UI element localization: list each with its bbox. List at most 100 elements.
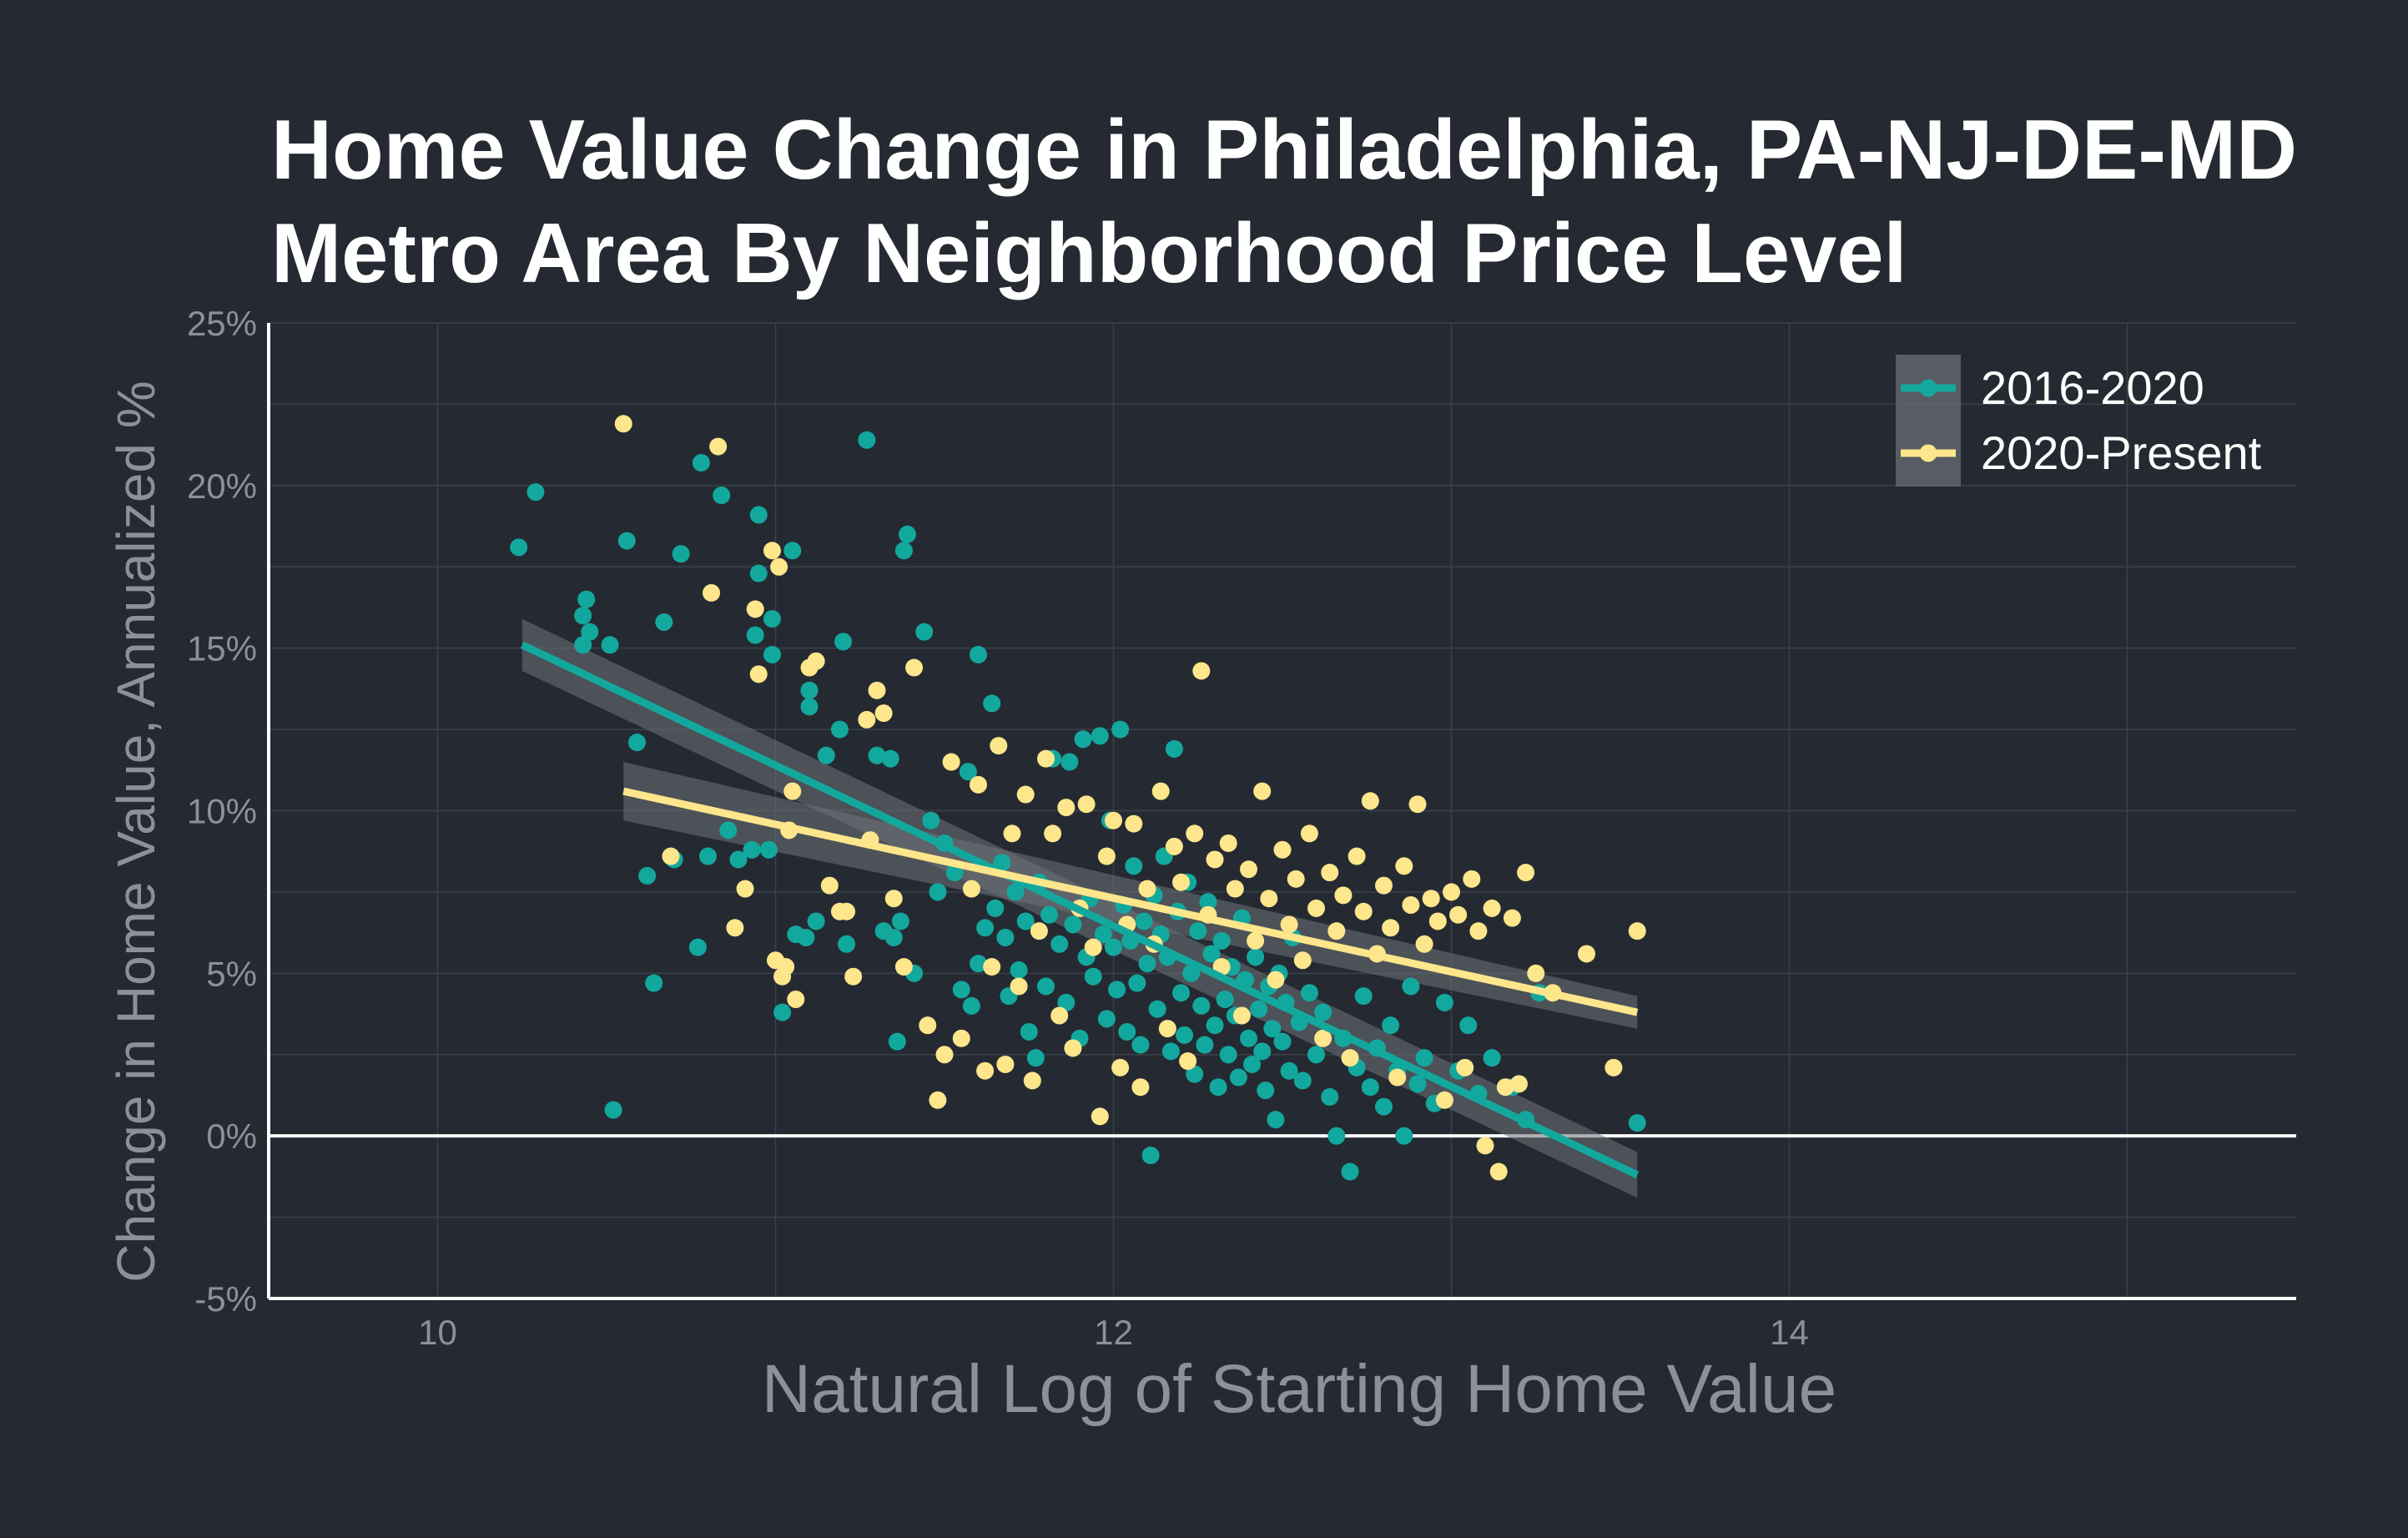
y-tick-label: -5% (194, 1279, 257, 1319)
point-2020-present (1240, 860, 1257, 879)
point-2020-present (703, 583, 721, 602)
point-2020-present (1422, 890, 1440, 908)
point-2016-2020 (1020, 1022, 1038, 1041)
point-2016-2020 (1108, 981, 1126, 999)
y-tick-label: 15% (187, 629, 257, 668)
legend-label: 2016-2020 (1981, 361, 2204, 414)
point-2020-present (1463, 870, 1481, 888)
point-2016-2020 (1105, 938, 1122, 956)
point-2016-2020 (1091, 727, 1109, 745)
point-2020-present (1253, 782, 1272, 800)
point-2020-present (1496, 1078, 1514, 1097)
point-2020-present (1604, 1058, 1623, 1077)
point-2020-present (787, 991, 805, 1009)
point-2020-present (1192, 662, 1211, 680)
point-2020-present (1138, 880, 1156, 898)
point-2020-present (736, 880, 754, 898)
point-2020-present (1327, 922, 1346, 940)
point-2020-present (1105, 811, 1122, 830)
y-tick-label: 0% (206, 1117, 257, 1156)
point-2016-2020 (692, 454, 710, 472)
point-2016-2020 (1415, 1049, 1433, 1067)
point-2020-present (905, 658, 924, 677)
y-axis-title: Change in Home Value, Annualized % (106, 381, 166, 1282)
point-2020-present (763, 542, 781, 560)
point-2016-2020 (1212, 931, 1231, 950)
point-2020-present (1517, 864, 1535, 882)
point-2020-present (1131, 1078, 1150, 1097)
point-2016-2020 (1253, 1042, 1272, 1061)
point-2020-present (1003, 824, 1021, 843)
point-2016-2020 (1131, 1036, 1150, 1054)
point-2016-2020 (1216, 991, 1234, 1009)
point-2016-2020 (1459, 1016, 1478, 1035)
point-2016-2020 (719, 821, 738, 840)
point-2016-2020 (881, 749, 899, 768)
point-2020-present (1314, 1029, 1332, 1047)
point-2020-present (1010, 977, 1028, 996)
point-2020-present (1260, 890, 1278, 908)
point-2016-2020 (959, 763, 977, 781)
confidence-band (623, 762, 1638, 1029)
point-2020-present (1111, 1058, 1130, 1077)
data-points (510, 415, 1646, 1181)
point-2016-2020 (1240, 1029, 1257, 1047)
point-2020-present (662, 847, 680, 865)
point-2016-2020 (1161, 1042, 1180, 1061)
point-2020-present (983, 958, 1001, 976)
point-2020-present (820, 876, 839, 895)
chart-title-line-1: Home Value Change in Philadelphia, PA-NJ… (271, 103, 2298, 197)
point-2016-2020 (1189, 922, 1207, 940)
point-2020-present (1165, 837, 1183, 855)
point-2016-2020 (986, 899, 1005, 917)
point-2016-2020 (1219, 1046, 1237, 1064)
point-2016-2020 (617, 532, 636, 550)
point-2016-2020 (858, 431, 876, 449)
point-2020-present (1226, 880, 1244, 898)
point-2020-present (1300, 824, 1318, 843)
point-2016-2020 (1327, 1127, 1346, 1145)
point-2020-present (1489, 1162, 1508, 1181)
point-2016-2020 (510, 538, 528, 557)
point-2016-2020 (1125, 857, 1143, 875)
point-2016-2020 (1483, 1049, 1501, 1067)
point-2020-present (1435, 1091, 1453, 1109)
point-2016-2020 (1016, 912, 1035, 930)
point-2020-present (1273, 840, 1292, 859)
point-2020-present (1354, 902, 1373, 920)
point-2020-present (1232, 1006, 1251, 1025)
point-2020-present (1247, 931, 1265, 950)
point-2020-present (1395, 857, 1413, 875)
trend-lines (520, 641, 1640, 1178)
point-2020-present (1287, 870, 1305, 888)
point-2020-present (1503, 909, 1521, 927)
point-2016-2020 (1006, 883, 1025, 901)
point-2016-2020 (1300, 984, 1318, 1002)
point-2020-present (1443, 883, 1460, 901)
point-2016-2020 (1206, 1016, 1224, 1035)
point-2016-2020 (1628, 1114, 1646, 1132)
point-2020-present (1267, 971, 1285, 989)
point-2016-2020 (970, 955, 987, 973)
point-2016-2020 (929, 883, 947, 901)
point-2020-present (1293, 951, 1312, 970)
point-2020-present (746, 600, 764, 618)
point-2016-2020 (1354, 987, 1373, 1006)
point-2020-present (1280, 915, 1298, 934)
point-2020-present (1084, 938, 1102, 956)
point-2016-2020 (1040, 905, 1059, 924)
point-2020-present (1186, 824, 1204, 843)
point-2020-present (1091, 1107, 1109, 1126)
point-2016-2020 (1267, 1111, 1285, 1129)
point-2016-2020 (627, 734, 646, 752)
point-2016-2020 (763, 645, 781, 663)
point-2016-2020 (800, 681, 819, 699)
chart-title-line-2: Metro Area By Neighborhood Price Level (271, 207, 1907, 300)
point-2020-present (1449, 905, 1468, 924)
x-axis-title: Natural Log of Starting Home Value (762, 1351, 1836, 1427)
point-2020-present (1628, 922, 1646, 940)
point-2016-2020 (817, 746, 835, 764)
point-2016-2020 (699, 847, 717, 865)
axes: -5% 0% 5% 10% 15% 20% 25% 10 12 14 (187, 304, 2296, 1352)
